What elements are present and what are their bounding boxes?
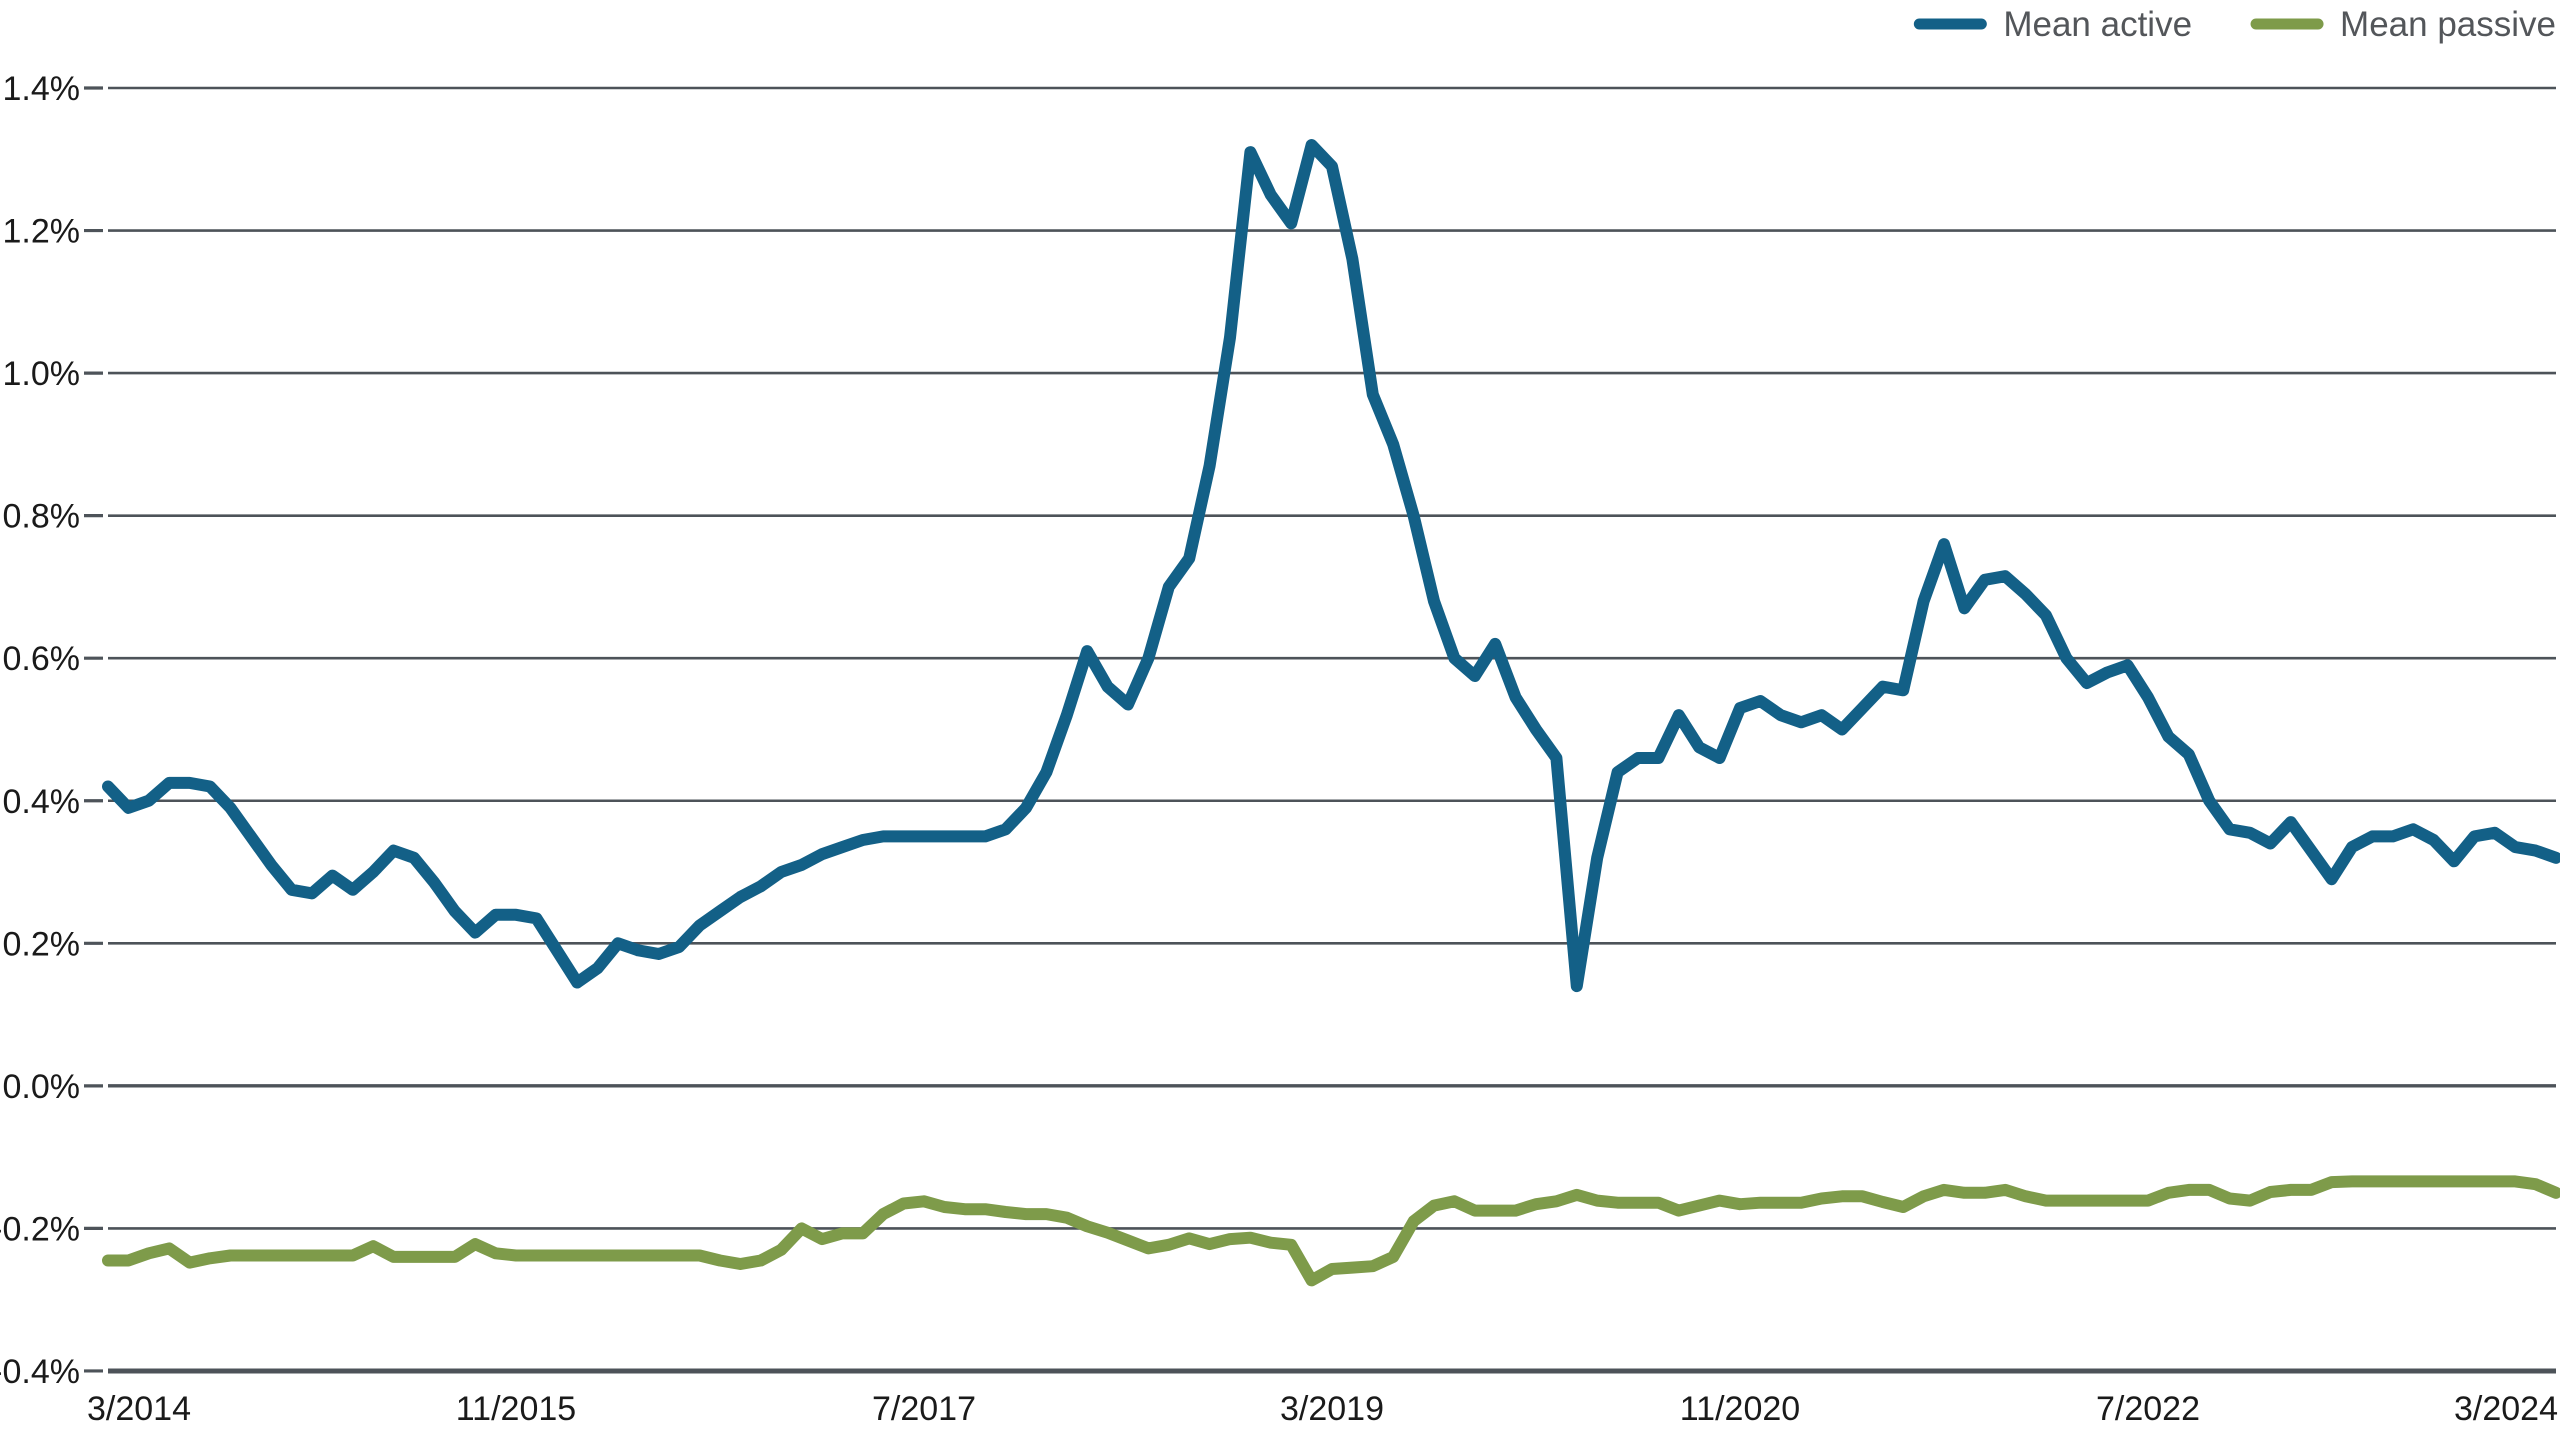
legend-label-mean-active: Mean active [2003, 5, 2192, 44]
y-axis-label: 0.6% [3, 640, 81, 678]
series-line-mean-active [102, 139, 2560, 993]
series-line-mean-passive [102, 1175, 2560, 1287]
y-axis-label: 0.4% [3, 783, 81, 821]
x-axis-label: 7/2022 [2096, 1390, 2200, 1428]
x-axis-label: 11/2020 [1680, 1390, 1800, 1428]
y-axis-label: 0.8% [3, 498, 81, 536]
x-axis-label: 3/2024 [2454, 1390, 2558, 1428]
x-axis-label: 3/2019 [1280, 1390, 1384, 1428]
y-axis-label: 1.2% [3, 213, 81, 251]
y-axis-label: 1.4% [3, 70, 81, 108]
x-axis-label: 7/2017 [872, 1390, 976, 1428]
y-axis-label: 0.0% [3, 1068, 81, 1106]
y-axis-label: -0.2% [0, 1210, 80, 1248]
legend-label-mean-passive: Mean passive [2340, 5, 2556, 44]
y-axis-label: 0.2% [3, 925, 81, 963]
x-axis-label: 3/2014 [87, 1390, 191, 1428]
x-axis-label: 11/2015 [456, 1390, 576, 1428]
y-axis-label: 1.0% [3, 355, 81, 393]
y-axis-label: -0.4% [0, 1353, 80, 1391]
